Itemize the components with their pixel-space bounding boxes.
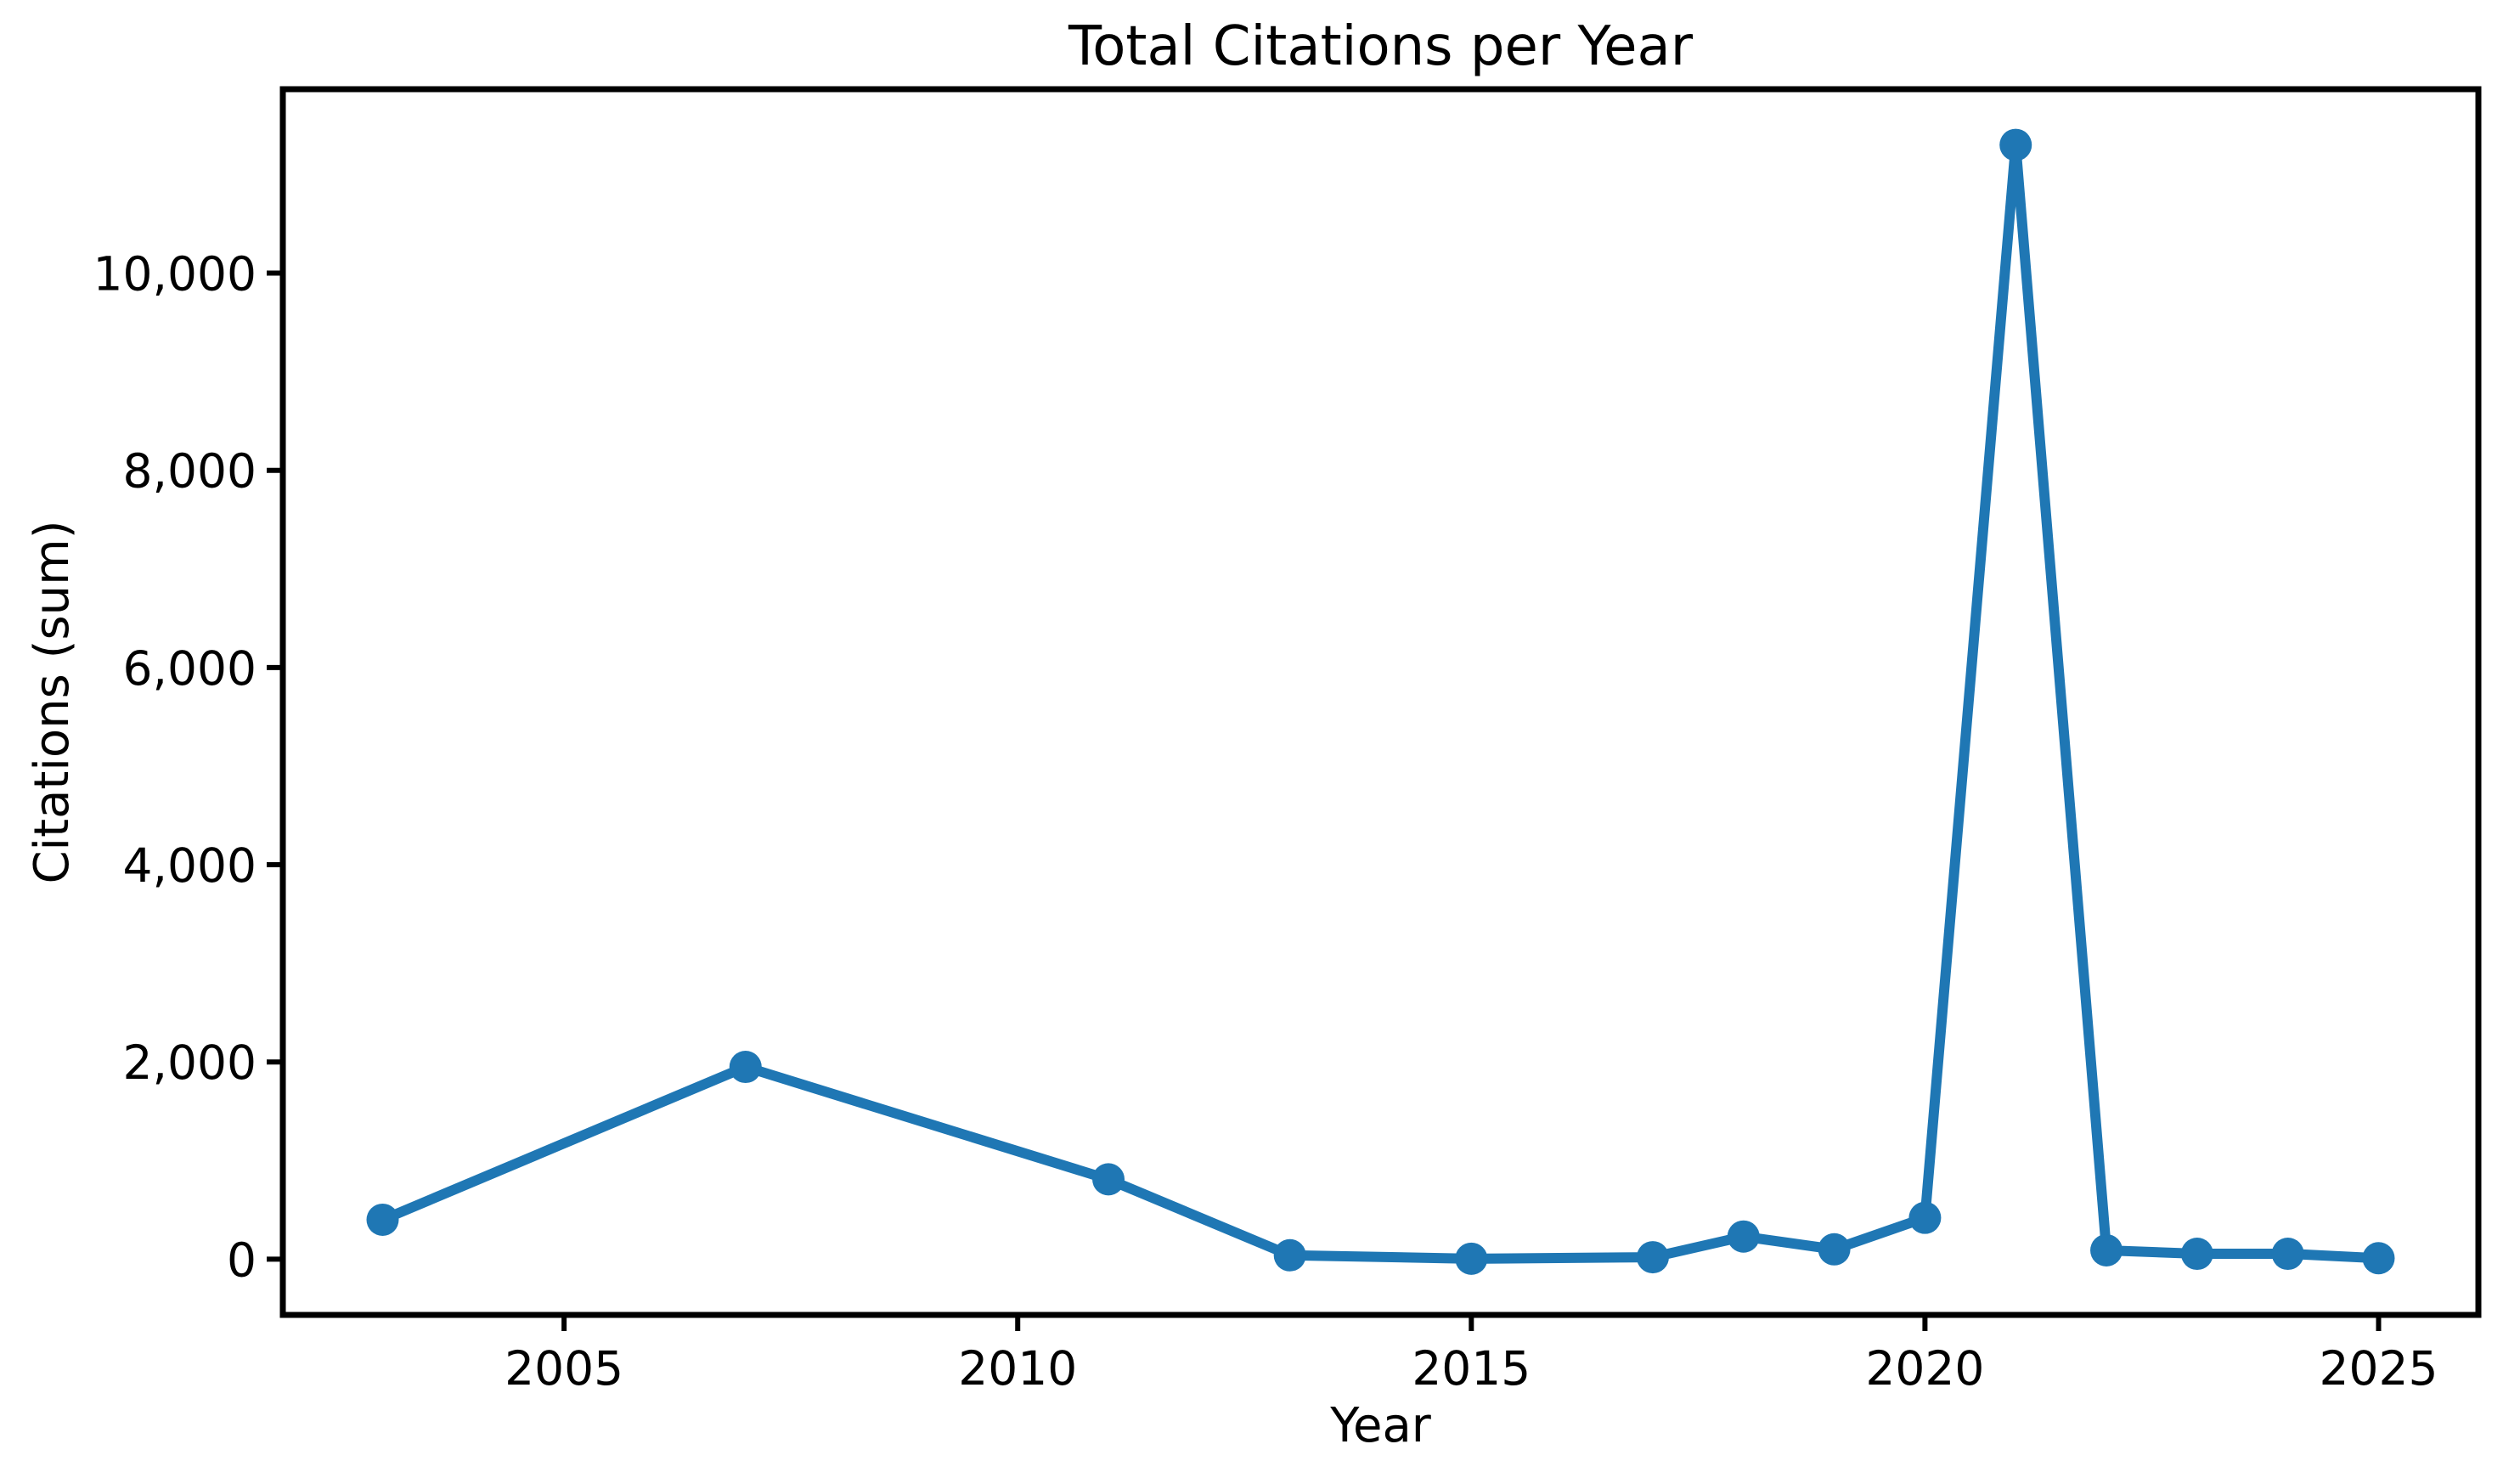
y-axis-label: Citations (sum) xyxy=(25,520,80,883)
data-point-marker xyxy=(1818,1233,1851,1266)
x-tick-label: 2015 xyxy=(1412,1341,1531,1396)
data-point-marker xyxy=(1636,1241,1669,1274)
data-point-marker xyxy=(1908,1201,1942,1234)
axis-labels: Total Citations per Year Year Citations … xyxy=(25,15,1694,1453)
data-point-marker xyxy=(1455,1242,1488,1275)
y-tick-label: 2,000 xyxy=(123,1035,257,1090)
y-tick-label: 6,000 xyxy=(123,641,257,696)
axes: 2005 2010 2015 2020 2025 0 2,000 4,000 6,000 8,00… xyxy=(93,86,2482,1396)
y-tick-label: 8,000 xyxy=(123,444,257,499)
y-tick-label: 4,000 xyxy=(123,838,257,893)
data-point-marker xyxy=(2180,1238,2213,1271)
plot-frame xyxy=(279,86,2482,1318)
y-tick-label: 10,000 xyxy=(93,247,257,302)
data-point-marker xyxy=(2090,1233,2123,1266)
x-axis-label: Year xyxy=(1329,1398,1432,1453)
data-point-marker xyxy=(1092,1163,1125,1196)
data-point-marker xyxy=(729,1051,762,1084)
plot-area xyxy=(366,128,2395,1275)
data-point-marker xyxy=(1273,1238,1306,1272)
x-tick-label: 2025 xyxy=(2320,1341,2438,1396)
data-point-marker xyxy=(2362,1242,2395,1275)
citations-series-line xyxy=(377,139,2384,1264)
data-point-marker xyxy=(1999,128,2032,161)
data-point-marker xyxy=(2271,1238,2304,1271)
x-tick-label: 2005 xyxy=(505,1341,623,1396)
data-point-marker xyxy=(366,1203,399,1236)
x-tick-label: 2010 xyxy=(958,1341,1077,1396)
data-point-marker xyxy=(1727,1220,1760,1253)
chart-title: Total Citations per Year xyxy=(1068,15,1694,78)
x-tick-label: 2020 xyxy=(1865,1341,1984,1396)
y-tick-label: 0 xyxy=(227,1233,257,1287)
